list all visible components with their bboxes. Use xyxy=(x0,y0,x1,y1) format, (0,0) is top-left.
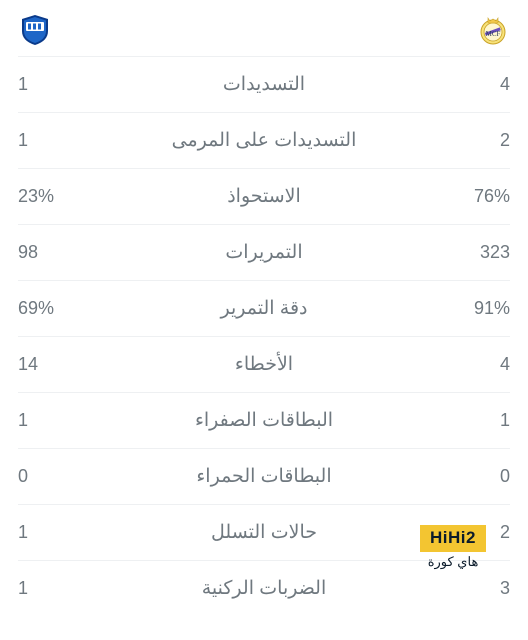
stat-left-value: 1 xyxy=(18,522,88,543)
stat-label: التمريرات xyxy=(88,241,440,264)
stat-left-value: 23% xyxy=(18,186,88,207)
stat-left-value: 98 xyxy=(18,242,88,263)
stat-right-value: 76% xyxy=(440,186,510,207)
stat-label: البطاقات الحمراء xyxy=(88,465,440,488)
stat-row: 23% الاستحواذ 76% xyxy=(18,168,510,224)
stat-label: الأخطاء xyxy=(88,353,440,376)
stat-left-value: 14 xyxy=(18,354,88,375)
stat-label: البطاقات الصفراء xyxy=(88,409,440,432)
stat-right-value: 91% xyxy=(440,298,510,319)
stat-left-value: 1 xyxy=(18,410,88,431)
stat-right-value: 323 xyxy=(440,242,510,263)
stat-right-value: 4 xyxy=(440,74,510,95)
stat-label: حالات التسلل xyxy=(88,521,440,544)
stat-row: 0 البطاقات الحمراء 0 xyxy=(18,448,510,504)
stat-right-value: 4 xyxy=(440,354,510,375)
stat-left-value: 1 xyxy=(18,130,88,151)
teams-header: MCF xyxy=(0,0,528,56)
real-madrid-logo-icon: MCF xyxy=(478,15,508,45)
stat-label: الضربات الركنية xyxy=(88,577,440,600)
stat-label: التسديدات على المرمى xyxy=(88,129,440,152)
stat-left-value: 1 xyxy=(18,578,88,599)
stat-row: 98 التمريرات 323 xyxy=(18,224,510,280)
svg-text:MCF: MCF xyxy=(486,30,501,38)
stat-row: 14 الأخطاء 4 xyxy=(18,336,510,392)
watermark-main: HiHi2 xyxy=(420,525,486,552)
stat-row: 1 التسديدات على المرمى 2 xyxy=(18,112,510,168)
getafe-logo-icon xyxy=(20,15,50,45)
stat-left-value: 1 xyxy=(18,74,88,95)
watermark: HiHi2 هاي كورة xyxy=(420,525,486,570)
stat-right-value: 1 xyxy=(440,410,510,431)
stat-right-value: 0 xyxy=(440,466,510,487)
stat-label: الاستحواذ xyxy=(88,185,440,208)
stat-row: 1 التسديدات 4 xyxy=(18,56,510,112)
stat-right-value: 2 xyxy=(440,130,510,151)
stat-label: التسديدات xyxy=(88,73,440,96)
stat-label: دقة التمرير xyxy=(88,297,440,320)
stat-left-value: 0 xyxy=(18,466,88,487)
stat-left-value: 69% xyxy=(18,298,88,319)
stat-right-value: 3 xyxy=(440,578,510,599)
stat-row: 69% دقة التمرير 91% xyxy=(18,280,510,336)
stat-row: 1 البطاقات الصفراء 1 xyxy=(18,392,510,448)
watermark-sub: هاي كورة xyxy=(428,554,479,570)
